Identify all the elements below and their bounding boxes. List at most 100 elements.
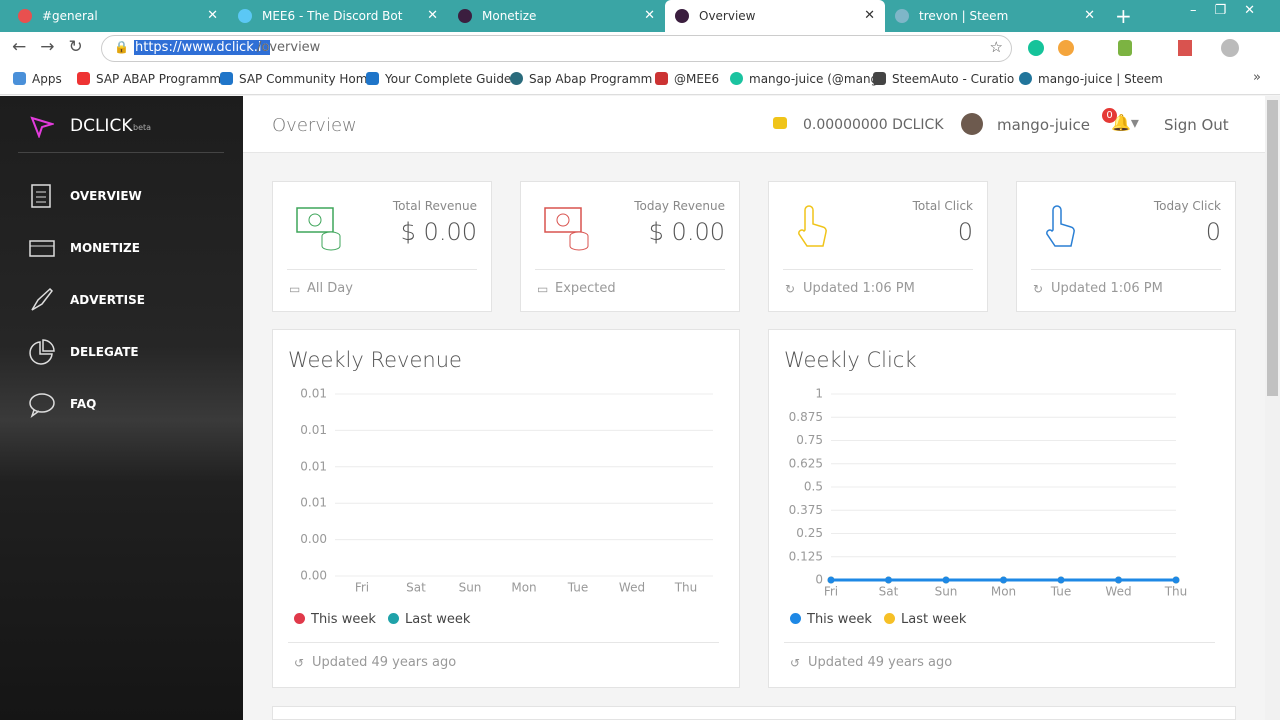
bookmark-label: Your Complete Guide	[385, 72, 512, 86]
sign-out[interactable]: Sign Out	[1164, 116, 1229, 134]
y-tick-label: 0	[815, 573, 823, 587]
bookmark[interactable]: mango-juice | Steem	[1019, 72, 1163, 86]
footer-icon: ▭	[289, 282, 301, 296]
window-controls[interactable]: –❐✕	[1190, 3, 1274, 18]
stat-card: Today Click 0 ↻ Updated 1:06 PM	[1016, 181, 1236, 312]
notification-icon[interactable]: 🔔▾	[1111, 113, 1139, 132]
legend: This week Last week	[294, 612, 470, 627]
legend-item[interactable]: This week	[790, 612, 872, 627]
card-label: Today Revenue	[634, 199, 725, 213]
tab-title: MEE6 - The Discord Bot	[262, 9, 403, 23]
tab[interactable]: #general ✕	[8, 0, 228, 32]
nav-item[interactable]: MONETIZE	[0, 228, 243, 268]
scroll-thumb[interactable]	[1267, 100, 1278, 396]
bookmark[interactable]: SAP ABAP Programm	[77, 72, 221, 86]
bookmark-label: SAP Community Hom	[239, 72, 368, 86]
next-panel	[272, 706, 1236, 720]
bookmark[interactable]: mango-juice (@mang	[730, 72, 878, 86]
extension[interactable]	[1058, 40, 1074, 56]
x-tick-label: Tue	[1050, 585, 1072, 599]
divider	[783, 269, 973, 270]
divider	[535, 269, 725, 270]
tab-close[interactable]: ✕	[1084, 8, 1095, 23]
x-tick-label: Fri	[824, 585, 838, 599]
tab-close[interactable]: ✕	[427, 8, 438, 23]
bookmark[interactable]: Apps	[13, 72, 62, 86]
nav-icon	[29, 393, 55, 418]
nav-icon	[31, 287, 53, 311]
x-tick-label: Wed	[619, 581, 645, 595]
app-header: Overview 0.00000000 DCLICK mango-juice 🔔…	[243, 96, 1265, 153]
more-bookmarks[interactable]: »	[1253, 70, 1261, 85]
tab[interactable]: Monetize ✕	[448, 0, 665, 32]
y-tick-label: 0.625	[789, 456, 823, 470]
omnibox[interactable]: 🔒 https://www.dclick.io /overview ☆	[101, 35, 1012, 62]
tab-strip: #general ✕ MEE6 - The Discord Bot ✕ Moneti…	[0, 0, 1280, 32]
bookmark-star[interactable]: ☆	[989, 38, 1003, 56]
y-tick-label: 0.25	[796, 526, 823, 540]
avatar[interactable]	[961, 113, 983, 135]
new-tab[interactable]: +	[1115, 4, 1132, 28]
chart-title: Weekly Revenue	[288, 348, 462, 372]
bookmark-label: mango-juice (@mang	[749, 72, 879, 86]
legend-item[interactable]: This week	[294, 612, 376, 627]
card-label: Total Click	[912, 199, 973, 213]
nav-item[interactable]: DELEGATE	[0, 332, 243, 372]
page-title: Overview	[272, 115, 357, 136]
extension[interactable]	[1118, 40, 1132, 56]
bookmark[interactable]: SteemAuto - Curatio	[873, 72, 1014, 86]
card-icon	[1046, 205, 1075, 247]
nav-label: DELEGATE	[70, 345, 139, 359]
nav-item[interactable]: FAQ	[0, 384, 243, 424]
nav-label: MONETIZE	[70, 241, 140, 255]
y-tick-label: 0.00	[300, 532, 327, 546]
card-icon	[544, 207, 589, 251]
bookmark[interactable]: SAP Community Hom	[220, 72, 367, 86]
stat-card: Today Revenue $ 0.00 ▭ Expected	[520, 181, 740, 312]
chart-panel: 0.00 0.00 0.01 0.01 0.01 0.01 Fri Sat Sun Mon Tue W…	[272, 329, 740, 688]
point	[1057, 576, 1065, 584]
y-tick-label: 0.01	[300, 423, 327, 437]
bookmark[interactable]: @MEE6	[655, 72, 719, 86]
nav-item[interactable]: OVERVIEW	[0, 176, 243, 216]
profile[interactable]	[1221, 39, 1239, 57]
nav-buttons[interactable]: ←→↻	[12, 37, 97, 57]
tab[interactable]: trevon | Steem ✕	[885, 0, 1105, 32]
card-icon	[296, 207, 341, 251]
tab-icon	[458, 9, 472, 23]
nav-item[interactable]: ADVERTISE	[0, 280, 243, 320]
footer-icon: ▭	[537, 282, 549, 296]
x-tick-label: Wed	[1105, 585, 1131, 599]
card-label: Total Revenue	[392, 199, 477, 213]
user-name[interactable]: mango-juice	[997, 116, 1091, 134]
tab-close[interactable]: ✕	[864, 8, 875, 23]
legend-item[interactable]: Last week	[884, 612, 966, 627]
extension[interactable]	[1178, 40, 1192, 56]
scrollbar[interactable]	[1265, 96, 1280, 720]
extension[interactable]	[1028, 40, 1044, 56]
x-tick-label: Tue	[567, 581, 589, 595]
tab-close[interactable]: ✕	[207, 8, 218, 23]
y-tick-label: 0.125	[789, 549, 823, 563]
tab[interactable]: MEE6 - The Discord Bot ✕	[228, 0, 448, 32]
tab-close[interactable]: ✕	[644, 8, 655, 23]
bookmark[interactable]: Your Complete Guide	[366, 72, 511, 86]
divider	[287, 269, 477, 270]
chart-footer: Updated 49 years ago	[312, 655, 457, 670]
legend-swatch	[790, 613, 801, 624]
y-tick-label: 0.01	[300, 459, 327, 473]
legend-label: Last week	[901, 612, 967, 627]
y-tick-label: 0.75	[796, 433, 823, 447]
point	[1000, 576, 1007, 584]
active-tab[interactable]: Overview ✕	[665, 0, 885, 32]
y-tick-label: 0.875	[789, 410, 823, 424]
card-value: 0	[957, 218, 973, 246]
brand-logo	[30, 116, 54, 138]
legend-swatch	[294, 613, 305, 624]
card-footer: Updated 1:06 PM	[803, 281, 915, 296]
bookmark[interactable]: Sap Abap Programm	[510, 72, 652, 86]
tab-title: #general	[42, 9, 98, 23]
card-icon	[798, 205, 827, 247]
legend-item[interactable]: Last week	[388, 612, 470, 627]
x-tick-label: Thu	[1164, 585, 1188, 599]
